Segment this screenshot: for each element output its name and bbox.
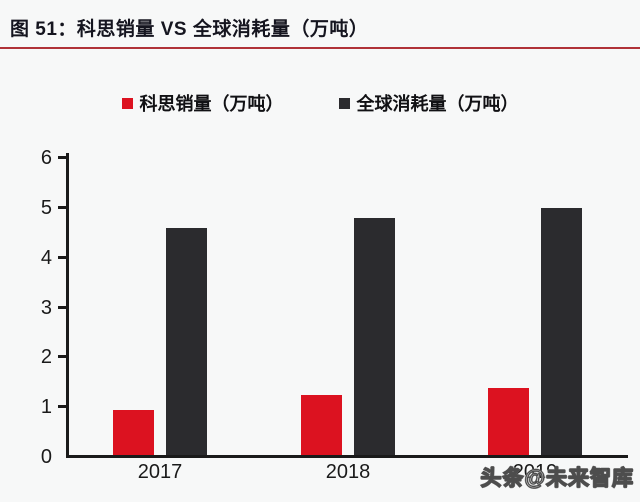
x-axis-line — [66, 455, 628, 458]
chart-legend: 科思销量（万吨） 全球消耗量（万吨） — [0, 90, 640, 116]
bar-2019-series-1 — [541, 208, 582, 455]
bar-2019-series-0 — [488, 387, 529, 455]
y-axis-tick-5 — [58, 206, 66, 209]
legend-label-kesi-sales: 科思销量（万吨） — [139, 94, 284, 114]
y-axis-tick-1 — [58, 405, 66, 409]
bar-2017-series-0 — [113, 410, 154, 455]
x-axis-label-2019: 2019 — [512, 461, 558, 483]
bar-2017-series-1 — [166, 228, 207, 455]
y-axis-label-2: 2 — [40, 346, 52, 369]
y-axis-tick-6 — [58, 156, 66, 160]
title-divider-line — [0, 47, 640, 49]
x-axis-label-2017: 2017 — [137, 461, 183, 483]
x-axis-label-2018: 2018 — [325, 461, 371, 483]
y-axis-line — [66, 153, 69, 458]
legend-label-global-consumption: 全球消耗量（万吨） — [356, 94, 519, 114]
y-axis-tick-2 — [58, 355, 66, 359]
bar-2018-series-1 — [354, 218, 395, 455]
y-axis-tick-3 — [58, 305, 66, 309]
legend-item-global-consumption: 全球消耗量（万吨） — [338, 90, 519, 116]
y-axis-label-3: 3 — [40, 296, 52, 319]
y-axis-label-1: 1 — [40, 396, 52, 419]
legend-swatch-red — [121, 97, 133, 109]
legend-item-kesi-sales: 科思销量（万吨） — [121, 90, 284, 116]
legend-swatch-dark — [338, 97, 350, 109]
y-axis-label-5: 5 — [40, 197, 52, 219]
figure-title: 图 51：科思销量 VS 全球消耗量（万吨） — [10, 19, 369, 40]
y-axis-label-6: 6 — [40, 147, 52, 170]
y-axis-label-0: 0 — [40, 446, 52, 468]
y-axis-label-4: 4 — [40, 246, 52, 269]
watermark: 头条@未来智库 — [480, 466, 634, 490]
y-axis-tick-4 — [58, 255, 66, 259]
bar-2018-series-0 — [301, 395, 342, 455]
